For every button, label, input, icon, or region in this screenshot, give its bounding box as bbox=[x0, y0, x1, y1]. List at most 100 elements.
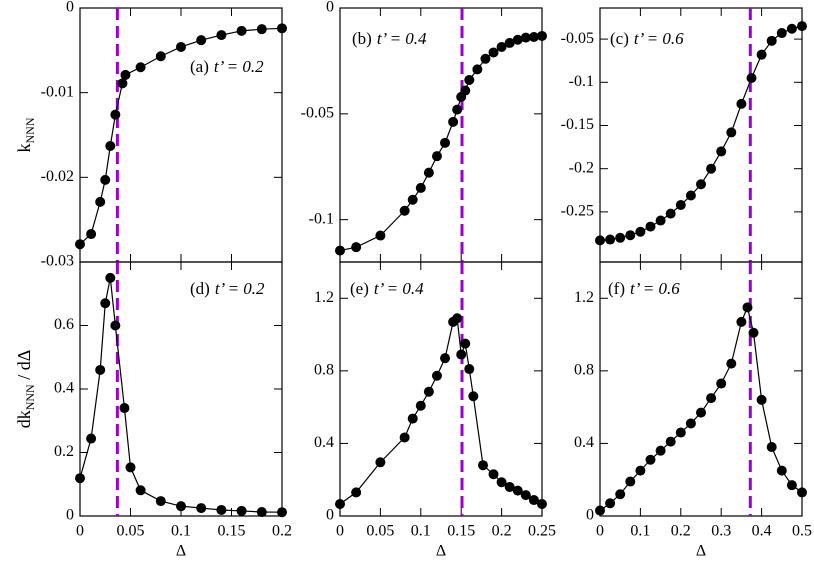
y-axis-label: dkNNN / dΔ bbox=[14, 350, 37, 429]
data-point bbox=[615, 489, 626, 500]
plot-frame bbox=[339, 261, 543, 517]
data-point bbox=[452, 104, 463, 115]
data-point bbox=[520, 32, 531, 43]
data-point bbox=[155, 51, 166, 62]
panel-annotation: (a) t’ = 0.2 bbox=[190, 57, 264, 76]
panel-annotation: (f) t’ = 0.6 bbox=[608, 279, 680, 298]
data-point bbox=[75, 473, 85, 484]
data-line bbox=[599, 25, 803, 241]
data-point bbox=[456, 349, 467, 360]
data-point bbox=[100, 298, 111, 309]
panel-parameter: t’ = 0.6 bbox=[634, 29, 684, 48]
data-point bbox=[351, 242, 362, 253]
data-point bbox=[480, 53, 491, 64]
data-point bbox=[635, 226, 646, 237]
data-point bbox=[95, 364, 106, 375]
x-tick-label: 0.1 bbox=[171, 523, 191, 540]
y-tick-label: -0.25 bbox=[561, 203, 594, 220]
x-tick-label: 0.05 bbox=[117, 523, 145, 540]
data-point bbox=[797, 21, 807, 32]
data-point bbox=[675, 199, 686, 210]
y-axis-label-part: k bbox=[14, 144, 34, 153]
data-point bbox=[742, 302, 753, 313]
x-axis-label: Δ bbox=[696, 543, 706, 560]
y-tick-label: 0.8 bbox=[314, 362, 334, 379]
y-tick-label: 0.8 bbox=[574, 362, 594, 379]
data-point bbox=[460, 338, 471, 349]
data-point bbox=[460, 85, 471, 96]
data-point bbox=[756, 49, 767, 60]
panel-parameter: t’ = 0.2 bbox=[215, 279, 265, 298]
data-point bbox=[472, 64, 483, 75]
data-point bbox=[119, 403, 130, 414]
y-tick-label: 0.6 bbox=[54, 316, 74, 333]
data-point bbox=[706, 163, 717, 174]
data-point bbox=[488, 47, 499, 58]
data-point bbox=[665, 436, 676, 447]
data-point bbox=[736, 98, 747, 109]
data-point bbox=[766, 35, 777, 46]
data-point bbox=[786, 480, 797, 491]
data-point bbox=[605, 234, 616, 245]
y-axis-label: kNNN bbox=[14, 117, 37, 152]
data-point bbox=[496, 477, 507, 488]
y-axis-label-subscript: NNN bbox=[23, 117, 37, 143]
panel-label: (e) bbox=[350, 279, 369, 298]
data-point bbox=[496, 41, 507, 52]
data-point bbox=[512, 34, 523, 45]
panel-parameter: t’ = 0.4 bbox=[377, 29, 427, 48]
y-tick-label: 0 bbox=[66, 507, 74, 524]
data-point bbox=[415, 182, 426, 193]
data-point bbox=[696, 179, 706, 190]
data-point bbox=[716, 146, 727, 157]
panel-annotation: (e) t’ = 0.4 bbox=[350, 279, 424, 298]
data-point bbox=[756, 394, 767, 405]
data-point bbox=[605, 498, 616, 509]
y-tick-label: -0.15 bbox=[561, 116, 594, 133]
data-point bbox=[125, 462, 136, 473]
x-tick-label: 0.1 bbox=[411, 523, 431, 540]
y-tick-label: -0.02 bbox=[41, 168, 74, 185]
x-tick-label: 0.25 bbox=[528, 523, 556, 540]
data-point bbox=[135, 485, 146, 496]
y-tick-label: 0 bbox=[326, 507, 334, 524]
data-point bbox=[105, 141, 116, 152]
data-point bbox=[766, 442, 777, 453]
data-point bbox=[216, 30, 227, 41]
y-tick-label: 0.4 bbox=[314, 434, 334, 451]
plot-frame bbox=[599, 261, 803, 517]
data-point bbox=[75, 239, 85, 250]
data-point bbox=[256, 507, 267, 518]
data-point bbox=[776, 28, 787, 39]
x-tick-label: 0.2 bbox=[671, 523, 691, 540]
x-tick-label: 0.15 bbox=[218, 523, 246, 540]
x-tick-label: 0.2 bbox=[272, 523, 292, 540]
data-point bbox=[120, 69, 131, 80]
data-point bbox=[431, 151, 442, 162]
data-point bbox=[625, 230, 636, 241]
data-point bbox=[135, 62, 146, 73]
data-point bbox=[176, 41, 186, 52]
data-point bbox=[464, 364, 475, 375]
y-tick-label: 0.4 bbox=[54, 380, 74, 397]
data-point bbox=[528, 495, 539, 506]
y-tick-label: 0 bbox=[586, 507, 594, 524]
data-point bbox=[528, 31, 539, 42]
data-point bbox=[665, 208, 676, 219]
panel-label: (a) bbox=[190, 57, 209, 76]
data-point bbox=[216, 504, 227, 515]
data-point bbox=[277, 23, 287, 34]
data-point bbox=[415, 400, 426, 411]
panel-parameter: t’ = 0.6 bbox=[630, 279, 680, 298]
data-point bbox=[440, 137, 451, 148]
data-point bbox=[100, 174, 111, 185]
data-point bbox=[726, 358, 737, 369]
x-tick-label: 0 bbox=[336, 523, 344, 540]
data-point bbox=[407, 194, 418, 205]
y-tick-label: -0.01 bbox=[41, 83, 74, 100]
y-tick-label: 1.2 bbox=[574, 289, 594, 306]
data-point bbox=[468, 391, 479, 402]
data-point bbox=[504, 481, 515, 492]
data-point bbox=[277, 507, 287, 518]
y-tick-label: -0.2 bbox=[569, 159, 594, 176]
